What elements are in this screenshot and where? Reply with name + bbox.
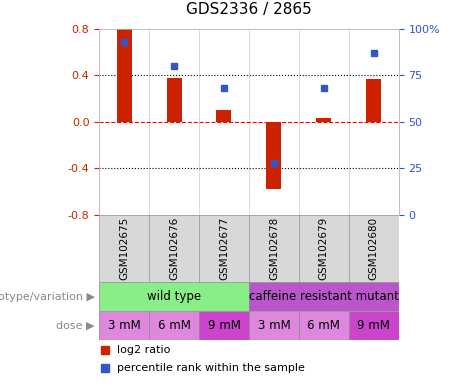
Text: 6 mM: 6 mM [158,319,190,332]
Bar [117,29,131,122]
Bar [149,215,199,282]
Bar [249,215,299,282]
Text: GSM102679: GSM102679 [319,217,329,280]
Text: 9 mM: 9 mM [207,319,240,332]
Bar [99,215,149,282]
Bar [299,311,349,340]
Bar [99,282,249,311]
Bar [366,79,381,122]
Bar [316,118,331,122]
Bar [249,311,299,340]
Text: genotype/variation ▶: genotype/variation ▶ [0,291,95,302]
Text: wild type: wild type [147,290,201,303]
Bar [166,78,182,122]
Bar [249,282,399,311]
Text: GSM102678: GSM102678 [269,217,279,280]
Bar [99,311,149,340]
Bar [349,215,399,282]
Text: GSM102675: GSM102675 [119,217,129,280]
Text: 6 mM: 6 mM [307,319,340,332]
Text: GDS2336 / 2865: GDS2336 / 2865 [186,2,312,17]
Bar [349,311,399,340]
Text: percentile rank within the sample: percentile rank within the sample [117,362,305,373]
Text: GSM102676: GSM102676 [169,217,179,280]
Text: GSM102677: GSM102677 [219,217,229,280]
Text: 9 mM: 9 mM [357,319,390,332]
Text: caffeine resistant mutant: caffeine resistant mutant [249,290,399,303]
Text: 3 mM: 3 mM [258,319,290,332]
Bar [149,311,199,340]
Text: dose ▶: dose ▶ [56,320,95,331]
Bar [199,215,249,282]
Text: GSM102680: GSM102680 [369,217,379,280]
Bar [199,311,249,340]
Bar [299,215,349,282]
Text: 3 mM: 3 mM [108,319,141,332]
Bar [266,122,281,189]
Bar [217,110,231,122]
Text: log2 ratio: log2 ratio [117,345,171,356]
